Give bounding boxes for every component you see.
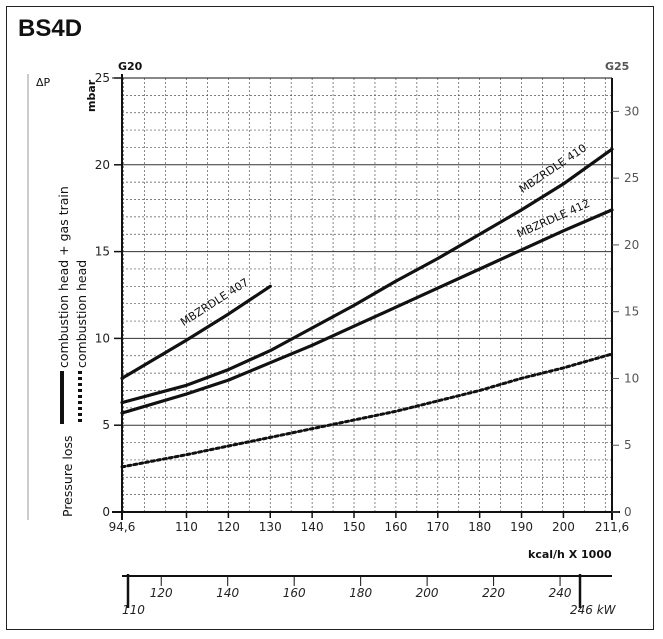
y-tick-label: 20 [95,158,110,172]
x-tick-label: 211,6 [595,520,629,534]
y2-tick-label: 30 [624,104,639,118]
y-axis-symbol: ΔP [36,76,51,89]
x-tick-label: 200 [552,520,575,534]
legend: Pressure loss combustion head + gas trai… [27,74,89,520]
y2-tick-label: 15 [624,305,639,319]
x-tick-label: 190 [510,520,533,534]
y2-tick-label: 0 [624,505,632,519]
kw-tick-label: 246 kW [570,603,617,617]
chart-title: BS4D [18,15,82,42]
kw-tick-label: 180 [349,586,372,600]
x-tick-label: 170 [426,520,449,534]
kw-tick-label: 160 [283,586,306,600]
kw-tick-label: 220 [482,586,505,600]
kw-tick-label: 200 [416,586,439,600]
kw-tick-label: 110 [122,603,145,617]
axes [112,74,620,520]
x-tick-label: 94,6 [109,520,136,534]
right-gas-label: G25 [605,60,629,73]
y-tick-label: 0 [102,505,110,519]
x-tick-label: 150 [343,520,366,534]
series-line [120,284,272,380]
y-axis-label: mbar [85,79,98,112]
series-line [120,208,614,415]
x-axis-label: kcal/h X 1000 [528,548,612,561]
y-tick-label: 10 [95,331,110,345]
grid [122,78,612,512]
kw-tick-label: 140 [216,586,239,600]
series-label: MBZRDLE 410 [517,141,589,195]
y-axis-ticks: 0 5 10 15 20 25 [95,71,122,519]
legend-prefix: Pressure loss [60,436,75,518]
y2-tick-label: 20 [624,238,639,252]
x-tick-label: 120 [217,520,240,534]
x-tick-label: 130 [259,520,282,534]
y2-tick-label: 25 [624,171,639,185]
kw-axis: 110 120 140 160 180 200 220 240 246 kW [122,574,617,617]
y2-tick-label: 10 [624,371,639,385]
left-gas-label: G20 [118,60,143,73]
x-tick-label: 110 [175,520,198,534]
kw-tick-label: 120 [150,586,173,600]
kw-tick-label: 240 [549,586,572,600]
series-line [120,352,614,469]
legend-dashed-label: combustion head [74,260,89,368]
y-tick-label: 5 [102,418,110,432]
y2-tick-label: 5 [624,438,632,452]
x-tick-label: 180 [468,520,491,534]
series-line [120,147,614,405]
y-tick-label: 15 [95,245,110,259]
legend-solid-label: combustion head + gas train [56,186,71,368]
x-tick-label: 140 [301,520,324,534]
y2-axis-ticks: 0 5 10 15 20 25 30 [612,104,639,519]
x-axis-ticks: 94,6 110 120 130 140 150 160 170 180 190 200 211,6 [109,512,629,534]
y-tick-label: 25 [95,71,110,85]
x-tick-label: 160 [384,520,407,534]
